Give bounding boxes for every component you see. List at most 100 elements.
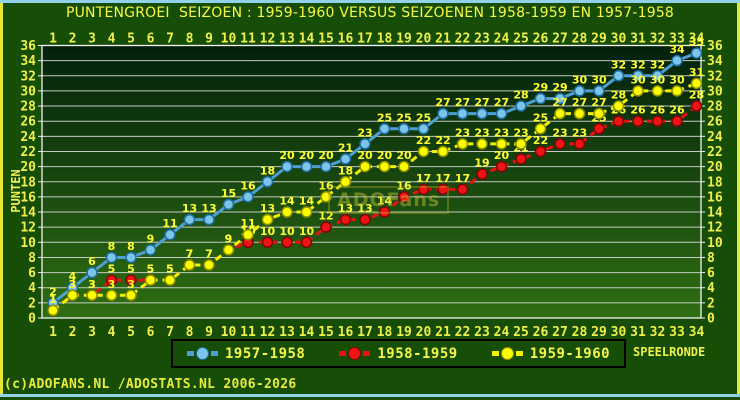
svg-text:24: 24 [494, 32, 510, 47]
svg-text:12: 12 [260, 32, 276, 47]
svg-text:34: 34 [689, 325, 705, 340]
svg-text:22: 22 [455, 325, 471, 340]
svg-text:1: 1 [49, 293, 57, 306]
svg-text:24: 24 [20, 130, 36, 145]
svg-text:13: 13 [338, 202, 353, 215]
line-marker-icon [491, 347, 523, 360]
svg-text:27: 27 [591, 96, 606, 109]
svg-text:4: 4 [69, 270, 77, 283]
svg-text:3: 3 [69, 278, 77, 291]
svg-text:14: 14 [707, 206, 723, 221]
svg-text:17: 17 [435, 172, 450, 185]
svg-text:9: 9 [205, 325, 213, 340]
svg-text:23: 23 [552, 126, 567, 139]
svg-text:29: 29 [552, 81, 567, 94]
copyright-text: (c)ADOFANS.NL /ADOSTATS.NL 2006-2026 [4, 377, 297, 392]
svg-text:26: 26 [20, 115, 36, 130]
top-border [0, 0, 740, 3]
svg-text:8: 8 [186, 325, 194, 340]
svg-text:18: 18 [377, 32, 393, 47]
svg-text:28: 28 [689, 89, 704, 102]
svg-text:2: 2 [69, 32, 77, 47]
svg-text:15: 15 [318, 32, 334, 47]
svg-text:22: 22 [435, 134, 450, 147]
svg-text:20: 20 [416, 32, 432, 47]
svg-text:30: 30 [707, 84, 723, 99]
svg-text:28: 28 [572, 325, 588, 340]
svg-text:11: 11 [162, 217, 177, 230]
svg-text:28: 28 [611, 89, 626, 102]
svg-text:23: 23 [474, 126, 489, 139]
svg-text:27: 27 [572, 96, 587, 109]
svg-text:33: 33 [669, 325, 685, 340]
svg-text:23: 23 [455, 126, 470, 139]
svg-text:12: 12 [260, 325, 276, 340]
svg-text:26: 26 [533, 32, 549, 47]
svg-text:5: 5 [127, 32, 135, 47]
svg-text:3: 3 [88, 278, 96, 291]
svg-text:13: 13 [182, 202, 197, 215]
svg-text:6: 6 [147, 325, 155, 340]
svg-text:20: 20 [707, 160, 723, 175]
svg-text:16: 16 [20, 190, 36, 205]
svg-text:13: 13 [357, 202, 372, 215]
svg-text:22: 22 [707, 145, 723, 160]
svg-text:9: 9 [225, 232, 233, 245]
svg-text:7: 7 [186, 248, 194, 261]
svg-text:25: 25 [513, 325, 529, 340]
svg-text:18: 18 [707, 175, 723, 190]
svg-text:11: 11 [240, 217, 255, 230]
svg-text:17: 17 [416, 172, 431, 185]
svg-text:32: 32 [20, 69, 36, 84]
legend: 1957-1958 1958-1959 1959-1960 [171, 339, 627, 368]
svg-text:26: 26 [669, 104, 685, 117]
svg-text:16: 16 [338, 32, 354, 47]
svg-text:21: 21 [435, 325, 451, 340]
svg-text:17: 17 [357, 325, 373, 340]
svg-text:30: 30 [572, 73, 588, 86]
svg-text:16: 16 [338, 325, 354, 340]
svg-text:7: 7 [186, 248, 194, 261]
svg-text:33: 33 [669, 32, 685, 47]
svg-text:10: 10 [221, 32, 237, 47]
svg-text:10: 10 [221, 325, 237, 340]
svg-text:16: 16 [707, 190, 723, 205]
svg-text:3: 3 [88, 278, 96, 291]
svg-text:18: 18 [260, 164, 275, 177]
legend-label: 1957-1958 [225, 345, 306, 362]
svg-text:23: 23 [572, 126, 587, 139]
svg-text:12: 12 [318, 210, 333, 223]
svg-text:13: 13 [201, 202, 216, 215]
svg-text:9: 9 [147, 232, 155, 245]
svg-text:16: 16 [396, 179, 412, 192]
svg-text:18: 18 [338, 164, 353, 177]
svg-text:25: 25 [416, 111, 431, 124]
svg-text:16: 16 [318, 179, 334, 192]
svg-text:8: 8 [127, 240, 135, 253]
svg-text:29: 29 [533, 81, 548, 94]
svg-text:8: 8 [108, 240, 116, 253]
svg-text:27: 27 [552, 32, 568, 47]
svg-text:28: 28 [707, 100, 723, 115]
svg-text:12: 12 [707, 221, 723, 236]
svg-text:20: 20 [299, 149, 315, 162]
svg-text:1: 1 [49, 325, 57, 340]
svg-text:5: 5 [166, 263, 174, 276]
svg-text:34: 34 [669, 43, 685, 56]
svg-text:10: 10 [279, 225, 295, 238]
svg-text:28: 28 [513, 89, 528, 102]
svg-text:5: 5 [147, 263, 155, 276]
svg-text:3: 3 [69, 278, 77, 291]
svg-text:8: 8 [707, 251, 715, 266]
svg-text:22: 22 [416, 134, 431, 147]
svg-text:17: 17 [455, 172, 470, 185]
svg-text:24: 24 [707, 130, 723, 145]
svg-text:35: 35 [689, 36, 704, 49]
svg-text:3: 3 [88, 32, 96, 47]
svg-text:5: 5 [166, 263, 174, 276]
svg-text:22: 22 [20, 145, 36, 160]
svg-text:5: 5 [127, 325, 135, 340]
svg-text:1: 1 [49, 32, 57, 47]
svg-text:11: 11 [240, 32, 256, 47]
